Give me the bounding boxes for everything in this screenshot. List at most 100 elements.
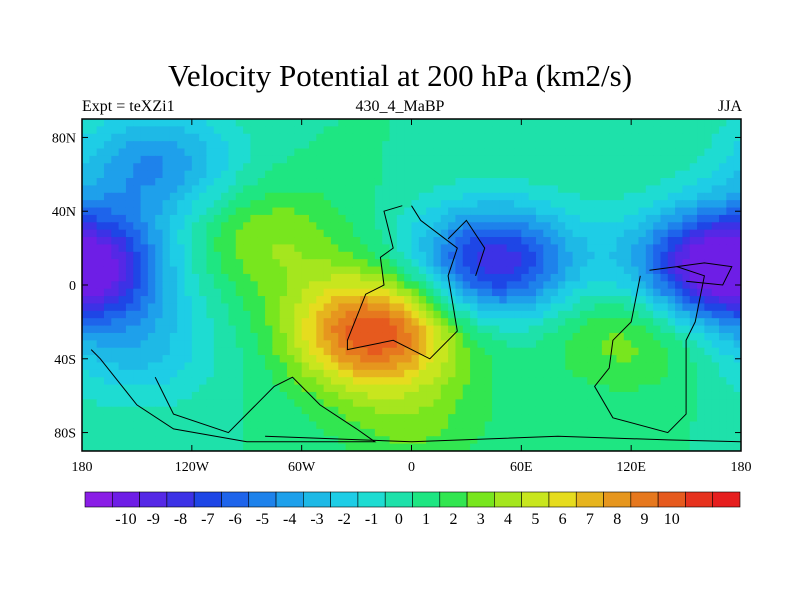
contour-cell (557, 318, 566, 327)
contour-cell (177, 259, 186, 268)
contour-cell (631, 406, 640, 415)
contour-cell (316, 126, 325, 135)
contour-cell (535, 296, 544, 305)
contour-cell (572, 237, 581, 246)
contour-cell (177, 340, 186, 349)
contour-cell (499, 185, 508, 194)
contour-cell (514, 126, 522, 135)
contour-cell (675, 340, 684, 349)
contour-cell (455, 192, 464, 201)
contour-cell (587, 362, 596, 371)
contour-cell (543, 178, 552, 186)
contour-cell (265, 214, 273, 223)
contour-cell (638, 244, 647, 253)
contour-cell (631, 436, 640, 445)
contour-cell (125, 273, 134, 282)
contour-cell (279, 273, 288, 282)
contour-cell (118, 310, 127, 319)
contour-cell (528, 207, 537, 216)
contour-cell (653, 207, 662, 216)
contour-cell (89, 325, 98, 334)
contour-cell (396, 185, 405, 194)
contour-cell (184, 281, 193, 290)
contour-cell (213, 443, 222, 451)
contour-cell (323, 148, 332, 157)
contour-cell (675, 119, 684, 127)
contour-cell (623, 362, 632, 371)
contour-cell (316, 214, 325, 223)
contour-cell (235, 347, 244, 356)
contour-cell (389, 340, 398, 349)
contour-cell (184, 296, 193, 305)
contour-cell (579, 399, 588, 408)
contour-cell (147, 141, 156, 150)
contour-cell (338, 406, 347, 415)
contour-cell (565, 340, 574, 349)
contour-cell (557, 296, 566, 305)
contour-cell (675, 332, 684, 341)
contour-cell (462, 399, 471, 408)
contour-cell (118, 259, 127, 268)
contour-cell (557, 428, 566, 437)
contour-cell (257, 222, 266, 231)
contour-cell (543, 185, 552, 194)
contour-cell (235, 192, 244, 201)
contour-cell (330, 266, 339, 275)
contour-cell (704, 237, 713, 246)
contour-cell (462, 406, 471, 415)
contour-cell (667, 355, 676, 364)
contour-cell (396, 310, 405, 319)
contour-cell (360, 399, 369, 408)
contour-cell (177, 133, 186, 142)
contour-cell (587, 163, 596, 172)
contour-cell (82, 414, 90, 423)
contour-cell (272, 170, 281, 179)
contour-cell (704, 185, 713, 194)
contour-cell (477, 288, 486, 297)
contour-cell (301, 133, 310, 142)
contour-cell (404, 237, 413, 246)
contour-cell (162, 200, 171, 209)
contour-cell (667, 214, 676, 223)
contour-cell (111, 281, 120, 290)
contour-cell (228, 340, 237, 349)
contour-cell (257, 244, 266, 253)
contour-cell (609, 443, 618, 451)
contour-cell (733, 318, 741, 327)
contour-cell (235, 126, 244, 135)
contour-cell (199, 332, 208, 341)
contour-cell (440, 332, 449, 341)
contour-cell (316, 369, 325, 378)
contour-cell (89, 310, 98, 319)
contour-cell (250, 355, 259, 364)
contour-cell (726, 340, 735, 349)
contour-cell (470, 200, 478, 209)
contour-cell (411, 266, 420, 275)
contour-cell (199, 119, 208, 127)
colorbar-swatch (603, 491, 632, 508)
contour-cell (470, 141, 478, 150)
contour-cell (147, 332, 156, 341)
colorbar-label: -1 (365, 511, 378, 528)
contour-cell (572, 332, 581, 341)
contour-cell (250, 347, 259, 356)
contour-cell (140, 288, 149, 297)
contour-cell (411, 391, 420, 400)
contour-cell (301, 170, 310, 179)
contour-cell (660, 266, 669, 275)
contour-cell (543, 288, 552, 297)
contour-cell (140, 391, 149, 400)
contour-cell (660, 170, 669, 179)
contour-cell (638, 133, 647, 142)
contour-cell (689, 347, 698, 356)
contour-cell (638, 214, 647, 223)
contour-cell (147, 303, 156, 312)
contour-cell (462, 192, 471, 201)
contour-cell (609, 259, 618, 268)
contour-cell (257, 428, 266, 437)
contour-cell (609, 303, 618, 312)
contour-cell (506, 185, 515, 194)
contour-cell (345, 391, 354, 400)
contour-cell (594, 443, 603, 451)
contour-cell (521, 296, 530, 305)
